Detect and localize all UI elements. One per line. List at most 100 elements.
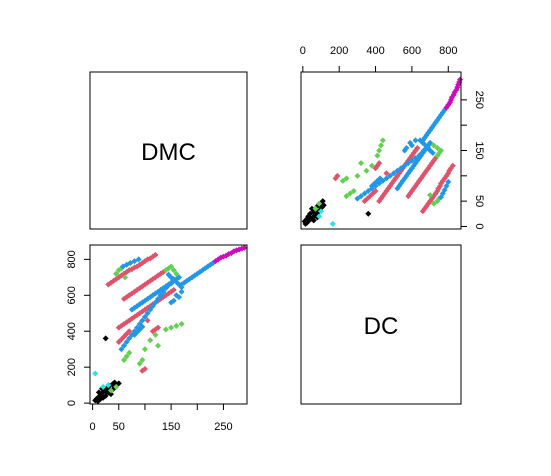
scatter-point xyxy=(168,299,175,306)
scatter-point xyxy=(144,317,151,324)
x-tick-label: 400 xyxy=(366,45,384,57)
scatter-point xyxy=(383,170,390,177)
scatter-point xyxy=(430,142,437,149)
panel-top-left: DMC xyxy=(89,71,248,230)
scatter-point xyxy=(122,274,129,281)
scatter-point xyxy=(160,288,167,295)
scatter-point xyxy=(135,256,142,263)
scatter-point xyxy=(390,170,397,177)
scatter-point xyxy=(365,188,372,195)
panel-bottom-right: DC xyxy=(300,244,462,405)
scatter-point xyxy=(387,172,394,179)
scatter-point xyxy=(118,346,125,353)
scatter-point xyxy=(155,342,162,349)
x-tick-label: 800 xyxy=(439,45,457,57)
x-tick-label: 0 xyxy=(300,45,306,57)
scatter-point xyxy=(405,160,412,167)
scatter-point xyxy=(147,337,154,344)
scatter-point xyxy=(434,144,441,151)
scatter-point xyxy=(92,370,99,377)
scatter-point xyxy=(378,142,384,149)
scatter-point xyxy=(139,323,146,330)
scatter-point xyxy=(141,313,148,320)
scatter-point xyxy=(412,137,419,144)
scatter-point xyxy=(141,365,148,372)
scatter-point xyxy=(372,188,379,195)
panel-top-left-frame xyxy=(89,71,248,230)
scatter-point xyxy=(310,217,317,224)
scatter-point xyxy=(354,195,361,202)
scatter-point xyxy=(113,383,120,390)
scatter-point xyxy=(394,167,401,174)
scatter-point xyxy=(126,335,133,342)
scatter-point xyxy=(414,144,421,151)
y-tick-label: 400 xyxy=(66,322,78,340)
scatter-point xyxy=(170,267,177,274)
scatter-point xyxy=(175,294,182,301)
scatter-point xyxy=(178,321,185,328)
scatter-point xyxy=(445,178,452,185)
scatter-point xyxy=(102,392,109,399)
scatter-point xyxy=(155,295,162,302)
scatter-point xyxy=(427,127,434,134)
panel-top-right: 0 200 400 600 800 0 50 150 250 xyxy=(300,45,485,230)
scatter-point xyxy=(173,322,180,329)
y-tick-label: 600 xyxy=(66,286,78,304)
scatter-point xyxy=(170,286,177,293)
scatter-point xyxy=(162,326,169,333)
scatter-point xyxy=(427,192,434,199)
scatter-point xyxy=(427,139,434,146)
y-tick-label: 250 xyxy=(473,91,485,109)
scatter-point xyxy=(374,152,381,159)
scatter-point xyxy=(388,180,395,187)
scatter-point xyxy=(334,172,341,179)
scatter-point xyxy=(408,157,415,164)
scatter-point xyxy=(339,177,346,184)
scatter-point xyxy=(316,200,323,207)
scatter-point xyxy=(307,210,314,217)
scatter-point xyxy=(139,356,146,363)
scatter-point xyxy=(123,353,130,360)
scatter-point xyxy=(178,288,185,295)
scatter-point xyxy=(377,175,384,182)
scatter-point xyxy=(363,167,370,174)
scatter-point xyxy=(121,342,128,349)
scatter-point xyxy=(144,310,151,317)
y-tick-label: 800 xyxy=(66,250,78,268)
scatter-point xyxy=(347,190,354,197)
diag-label-dmc: DMC xyxy=(141,139,196,166)
scatter-point xyxy=(126,328,133,335)
scatter-point xyxy=(303,216,310,223)
scatter-point xyxy=(354,172,361,179)
x-tick-label: 600 xyxy=(403,45,421,57)
scatter-point xyxy=(149,253,156,260)
panel-bottom-right-frame xyxy=(300,244,462,405)
y-tick-label: 0 xyxy=(473,223,485,229)
scatter-point xyxy=(457,76,464,83)
scatter-point xyxy=(157,292,164,299)
panel-bottom-left: 0 50 150 250 0 200 400 600 800 xyxy=(66,244,248,433)
scatter-point xyxy=(316,213,323,220)
scatter-point xyxy=(376,147,383,154)
scatter-point xyxy=(107,387,114,394)
scatter-point xyxy=(126,349,133,356)
scatter-point xyxy=(343,175,350,182)
scatter-point xyxy=(217,254,224,261)
scatter-point xyxy=(107,391,114,398)
scatter-point xyxy=(430,200,437,207)
scatter-point xyxy=(401,147,408,154)
scatter-point xyxy=(241,244,248,251)
x-tick-label: 200 xyxy=(330,45,348,57)
scatter-point xyxy=(141,346,148,353)
scatter-point xyxy=(165,271,172,278)
x-tick-label: 250 xyxy=(214,421,232,433)
scatter-point xyxy=(407,139,414,146)
scatter-point xyxy=(96,396,103,403)
scatter-point xyxy=(449,162,456,169)
scatter-point xyxy=(105,382,112,389)
scatter-point xyxy=(123,339,130,346)
scatter-point xyxy=(100,383,107,390)
scatter-point xyxy=(312,205,319,212)
scatter-point xyxy=(95,389,102,396)
scatter-point xyxy=(358,160,364,167)
